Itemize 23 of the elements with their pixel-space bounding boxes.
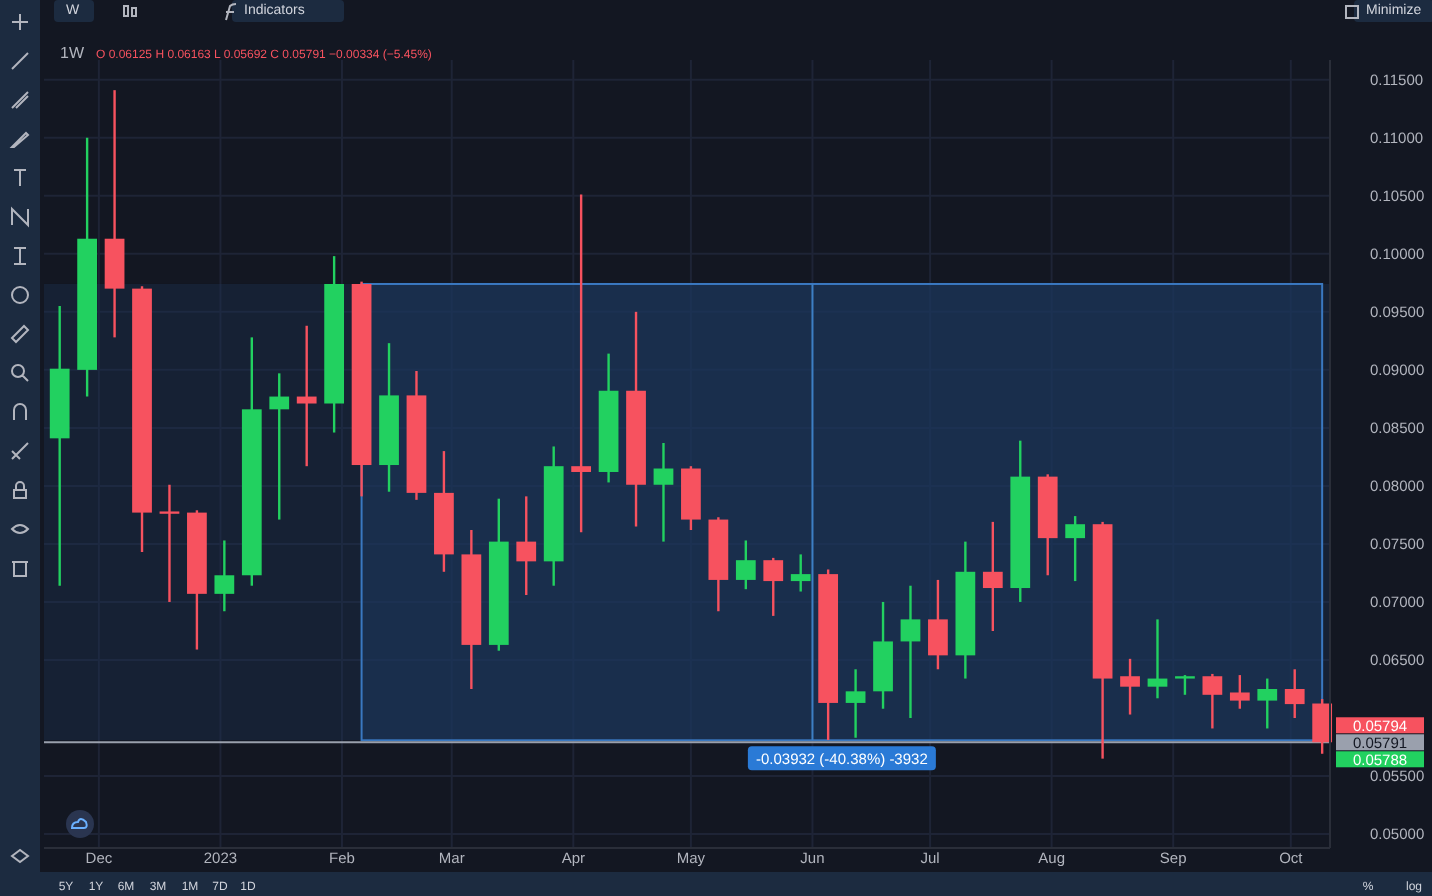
chart-title: 1W	[60, 44, 85, 62]
candlestick	[982, 520, 1003, 633]
candlestick	[1284, 668, 1305, 720]
candlestick	[296, 324, 317, 468]
candlestick	[1147, 618, 1168, 700]
candlestick	[1120, 657, 1140, 716]
candlestick	[900, 584, 921, 720]
candlestick	[214, 539, 235, 613]
candlestick	[790, 553, 811, 593]
candlestick	[516, 495, 537, 597]
candlestick	[1229, 673, 1250, 710]
candlestick	[845, 668, 866, 739]
candlestick	[928, 578, 948, 671]
candlestick	[1175, 673, 1195, 697]
candlestick	[763, 556, 784, 618]
candlestick	[269, 372, 290, 521]
candlestick	[1065, 514, 1086, 583]
candlestick	[159, 483, 180, 604]
candlestick	[735, 539, 756, 591]
candlestick	[571, 193, 592, 534]
candlestick	[1257, 677, 1278, 730]
candlestick	[653, 441, 674, 543]
candlestick	[1202, 672, 1223, 730]
